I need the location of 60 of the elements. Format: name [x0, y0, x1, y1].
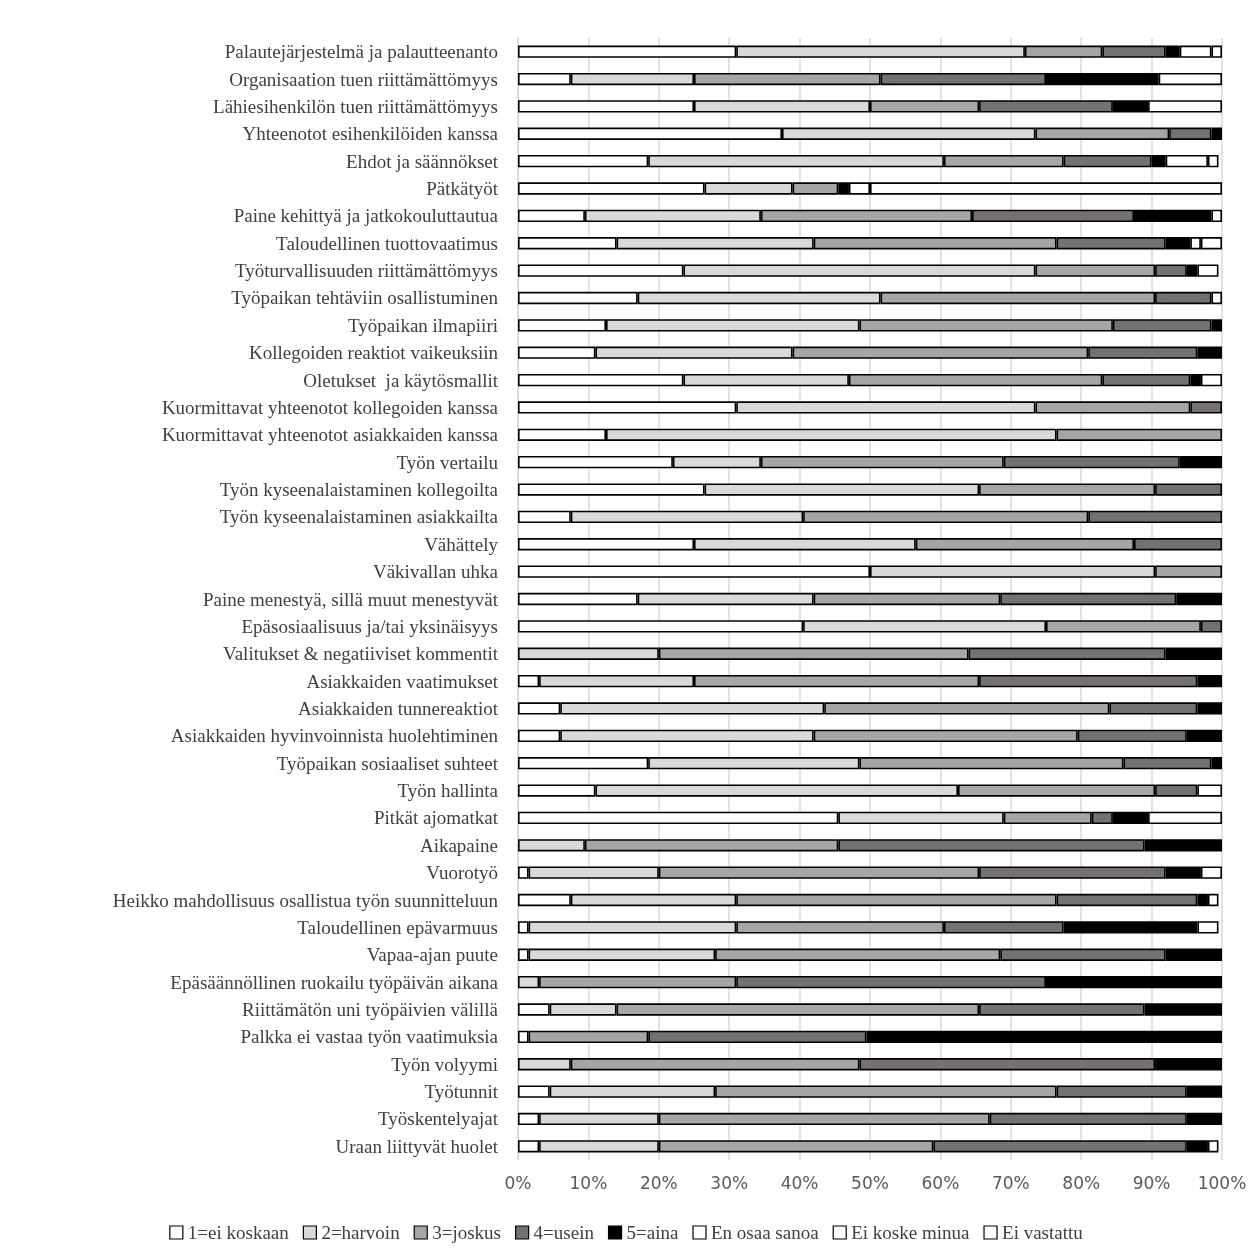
x-tick-label: 90% — [1132, 1172, 1171, 1193]
legend-label: 1=ei koskaan — [187, 1222, 290, 1243]
y-tick-label: Epäsosiaalisuus ja/tai yksinäisyys — [241, 615, 498, 637]
y-tick-label: Yhteenotot esihenkilöiden kanssa — [242, 123, 499, 145]
y-tick-label: Paine kehittyä ja jatkokouluttautua — [233, 205, 499, 227]
y-tick-label: Kuormittavat yhteenotot kollegoiden kanssa — [161, 396, 499, 418]
y-tick-label: Vapaa-ajan puute — [366, 944, 498, 966]
y-tick-label: Lähiesihenkilön tuen riittämättömyys — [213, 95, 498, 117]
x-tick-label: 70% — [991, 1172, 1030, 1193]
legend-label: Ei vastattu — [1002, 1222, 1084, 1243]
y-tick-label: Uraan liittyvät huolet — [335, 1135, 499, 1157]
y-tick-label: Aikapaine — [419, 834, 498, 856]
y-tick-label: Heikko mahdollisuus osallistua työn suunnitteluun — [112, 889, 499, 911]
y-tick-label: Palkka ei vastaa työn vaatimuksia — [240, 1026, 499, 1048]
y-tick-label: Työtunnit — [424, 1081, 499, 1103]
x-tick-label: 30% — [710, 1172, 749, 1193]
y-tick-label: Ehdot ja säännökset — [346, 150, 499, 172]
x-tick-label: 60% — [921, 1172, 960, 1193]
y-tick-label: Kuormittavat yhteenotot asiakkaiden kanssa — [161, 424, 499, 446]
y-tick-label: Pitkät ajomatkat — [373, 807, 499, 829]
y-tick-label: Työpaikan ilmapiiri — [347, 314, 498, 336]
y-tick-label: Työpaikan tehtäviin osallistuminen — [231, 287, 499, 309]
legend-label: 4=usein — [533, 1222, 595, 1243]
y-tick-label: Paine menestyä, sillä muut menestyvät — [203, 588, 499, 610]
legend-label: En osaa sanoa — [711, 1222, 820, 1243]
y-tick-label: Organisaation tuen riittämättömyys — [229, 68, 498, 90]
x-tick-label: 100% — [1197, 1172, 1247, 1193]
legend-label: Ei koske minua — [851, 1222, 970, 1243]
y-tick-label: Oletukset ja käytösmallit — [303, 369, 499, 391]
y-tick-label: Työn kyseenalaistaminen asiakkailta — [219, 506, 499, 528]
y-tick-label: Työn volyymi — [391, 1053, 498, 1075]
y-tick-label: Riittämätön uni työpäivien välillä — [242, 998, 499, 1020]
x-tick-label: 80% — [1062, 1172, 1101, 1193]
x-tick-label: 40% — [780, 1172, 819, 1193]
y-tick-label: Asiakkaiden hyvinvoinnista huolehtiminen — [170, 725, 499, 747]
y-tick-label: Vähättely — [424, 533, 499, 555]
y-tick-label: Työn hallinta — [397, 780, 499, 802]
legend-label: 3=joskus — [432, 1222, 502, 1243]
y-tick-label: Vuorotyö — [426, 862, 498, 884]
y-tick-label: Taloudellinen epävarmuus — [297, 916, 498, 938]
y-tick-label: Asiakkaiden tunnereaktiot — [298, 697, 499, 719]
x-tick-label: 0% — [504, 1172, 532, 1193]
y-tick-label: Epäsäännöllinen ruokailu työpäivän aikana — [170, 971, 499, 993]
y-tick-label: Asiakkaiden vaatimukset — [306, 670, 499, 692]
y-tick-label: Työskentelyajat — [377, 1108, 499, 1130]
y-tick-label: Työn vertailu — [396, 451, 499, 473]
legend-label: 5=aina — [626, 1222, 679, 1243]
y-tick-label: Kollegoiden reaktiot vaikeuksiin — [248, 342, 499, 364]
x-tick-label: 20% — [639, 1172, 678, 1193]
y-tick-label: Pätkätyöt — [426, 178, 499, 200]
y-tick-label: Työpaikan sosiaaliset suhteet — [276, 752, 499, 774]
x-tick-label: 50% — [851, 1172, 889, 1193]
y-tick-label: Työn kyseenalaistaminen kollegoilta — [219, 479, 499, 501]
y-tick-label: Taloudellinen tuottovaatimus — [276, 232, 498, 254]
y-tick-label: Palautejärjestelmä ja palautteenanto — [224, 41, 498, 63]
legend-label: 2=harvoin — [321, 1222, 401, 1243]
y-tick-label: Valitukset & negatiiviset kommentit — [223, 643, 499, 665]
x-tick-label: 10% — [569, 1172, 608, 1193]
y-tick-label: Väkivallan uhka — [372, 561, 499, 583]
y-tick-label: Työturvallisuuden riittämättömyys — [234, 260, 498, 282]
